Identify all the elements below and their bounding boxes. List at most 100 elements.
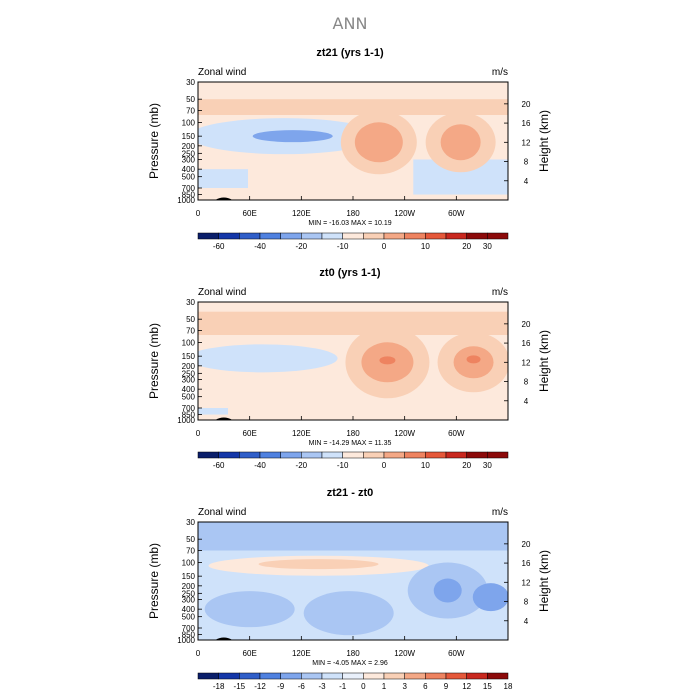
x-tick-label: 60W (448, 209, 465, 218)
colorbar-label: -10 (337, 461, 349, 470)
y-tick-label: 1000 (177, 196, 195, 205)
min-max-stats: MIN = -16.03 MAX = 10.19 (308, 220, 391, 227)
y-tick-label: 700 (182, 624, 196, 633)
colorbar-box (383, 672, 405, 680)
panel-left-label: Zonal wind (198, 67, 246, 78)
y-tick-label: 30 (186, 298, 195, 307)
x-tick-label: 120E (292, 429, 311, 438)
neg-mid (303, 591, 394, 636)
height-tick-label: 4 (524, 177, 529, 186)
height-tick-label: 12 (522, 358, 531, 367)
westerly-band (198, 99, 508, 116)
y-tick-label: 100 (182, 339, 196, 348)
x-tick-label: 60E (243, 209, 257, 218)
y-tick-label: 200 (182, 362, 196, 371)
panel-left-label: Zonal wind (198, 287, 246, 298)
colorbar-label: 1 (382, 682, 387, 691)
panel-title: zt0 (yrs 1-1) (319, 267, 380, 279)
x-tick-label: 120W (394, 649, 415, 658)
colorbar-label: 30 (483, 461, 492, 470)
y-tick-label: 50 (186, 95, 195, 104)
y-tick-label: 150 (182, 132, 196, 141)
colorbar-box (404, 451, 426, 459)
easterly-core (252, 130, 333, 143)
y-tick-label: 150 (182, 572, 196, 581)
topography (215, 197, 233, 200)
y-tick-label: 250 (182, 369, 196, 378)
colorbar-label: -15 (234, 682, 246, 691)
y-tick-label: 850 (182, 631, 196, 640)
height-tick-label: 4 (524, 617, 529, 626)
topography (215, 417, 233, 420)
x-tick-label: 120E (292, 649, 311, 658)
y-tick-label: 50 (186, 535, 195, 544)
colorbar-label: -20 (296, 461, 308, 470)
colorbar-box (487, 232, 509, 240)
colorbar-box (197, 672, 219, 680)
colorbar-label: -3 (318, 682, 326, 691)
colorbar-label: 3 (402, 682, 407, 691)
jet-inner (354, 122, 403, 163)
colorbar-label: -60 (213, 461, 225, 470)
x-tick-label: 0 (196, 649, 201, 658)
y-tick-label: 100 (182, 559, 196, 568)
colorbar-label: -10 (337, 242, 349, 251)
colorbar-box (321, 451, 343, 459)
colorbar-box (259, 672, 281, 680)
colorbar-box (197, 451, 219, 459)
colorbar-label: -40 (254, 242, 266, 251)
y-tick-label: 200 (182, 142, 196, 151)
colorbar-box (321, 672, 343, 680)
jet2-inner (440, 124, 481, 161)
colorbar-box (466, 232, 488, 240)
y-tick-label: 200 (182, 582, 196, 591)
colorbar-label: -9 (277, 682, 285, 691)
colorbar-box (239, 232, 261, 240)
y-tick-label: 500 (182, 613, 196, 622)
y-tick-label: 500 (182, 393, 196, 402)
colorbar-box (342, 451, 364, 459)
y-axis-label: Pressure (mb) (147, 543, 161, 619)
colorbar-box (280, 451, 302, 459)
colorbar-box (487, 451, 509, 459)
panel-right-label: m/s (492, 287, 508, 298)
panel-2 (197, 301, 509, 459)
colorbar-box (383, 451, 405, 459)
easterly-region (198, 344, 338, 373)
colorbar-label: 0 (382, 242, 387, 251)
panel-3 (197, 521, 509, 680)
y-tick-label: 50 (186, 315, 195, 324)
colorbar-label: 12 (462, 682, 471, 691)
figure-title: ANN (332, 14, 368, 33)
colorbar-box (218, 232, 240, 240)
y-tick-label: 400 (182, 385, 196, 394)
height-tick-label: 12 (522, 578, 531, 587)
y-tick-label: 400 (182, 165, 196, 174)
panel-title: zt21 - zt0 (327, 487, 373, 499)
y-tick-label: 400 (182, 605, 196, 614)
colorbar-label: 9 (444, 682, 449, 691)
positive-core (258, 559, 379, 570)
topography (215, 637, 233, 640)
contour-field (198, 82, 508, 200)
colorbar-label: -40 (254, 461, 266, 470)
y-tick-label: 300 (182, 595, 196, 604)
colorbar-label: 20 (462, 242, 471, 251)
colorbar-label: 10 (421, 461, 430, 470)
height-tick-label: 20 (522, 540, 531, 549)
colorbar-box (425, 672, 447, 680)
height-tick-label: 8 (524, 158, 529, 167)
neg-west (204, 591, 295, 628)
colorbar-label: 10 (421, 242, 430, 251)
colorbar-box (445, 672, 467, 680)
y-tick-label: 70 (186, 107, 195, 116)
y-tick-label: 70 (186, 327, 195, 336)
colorbar-box (466, 672, 488, 680)
height-tick-label: 12 (522, 138, 531, 147)
x-tick-label: 60E (243, 649, 257, 658)
x-tick-label: 0 (196, 209, 201, 218)
colorbar-label: -20 (296, 242, 308, 251)
y-tick-label: 250 (182, 589, 196, 598)
colorbar-box (197, 232, 219, 240)
colorbar-box (425, 451, 447, 459)
